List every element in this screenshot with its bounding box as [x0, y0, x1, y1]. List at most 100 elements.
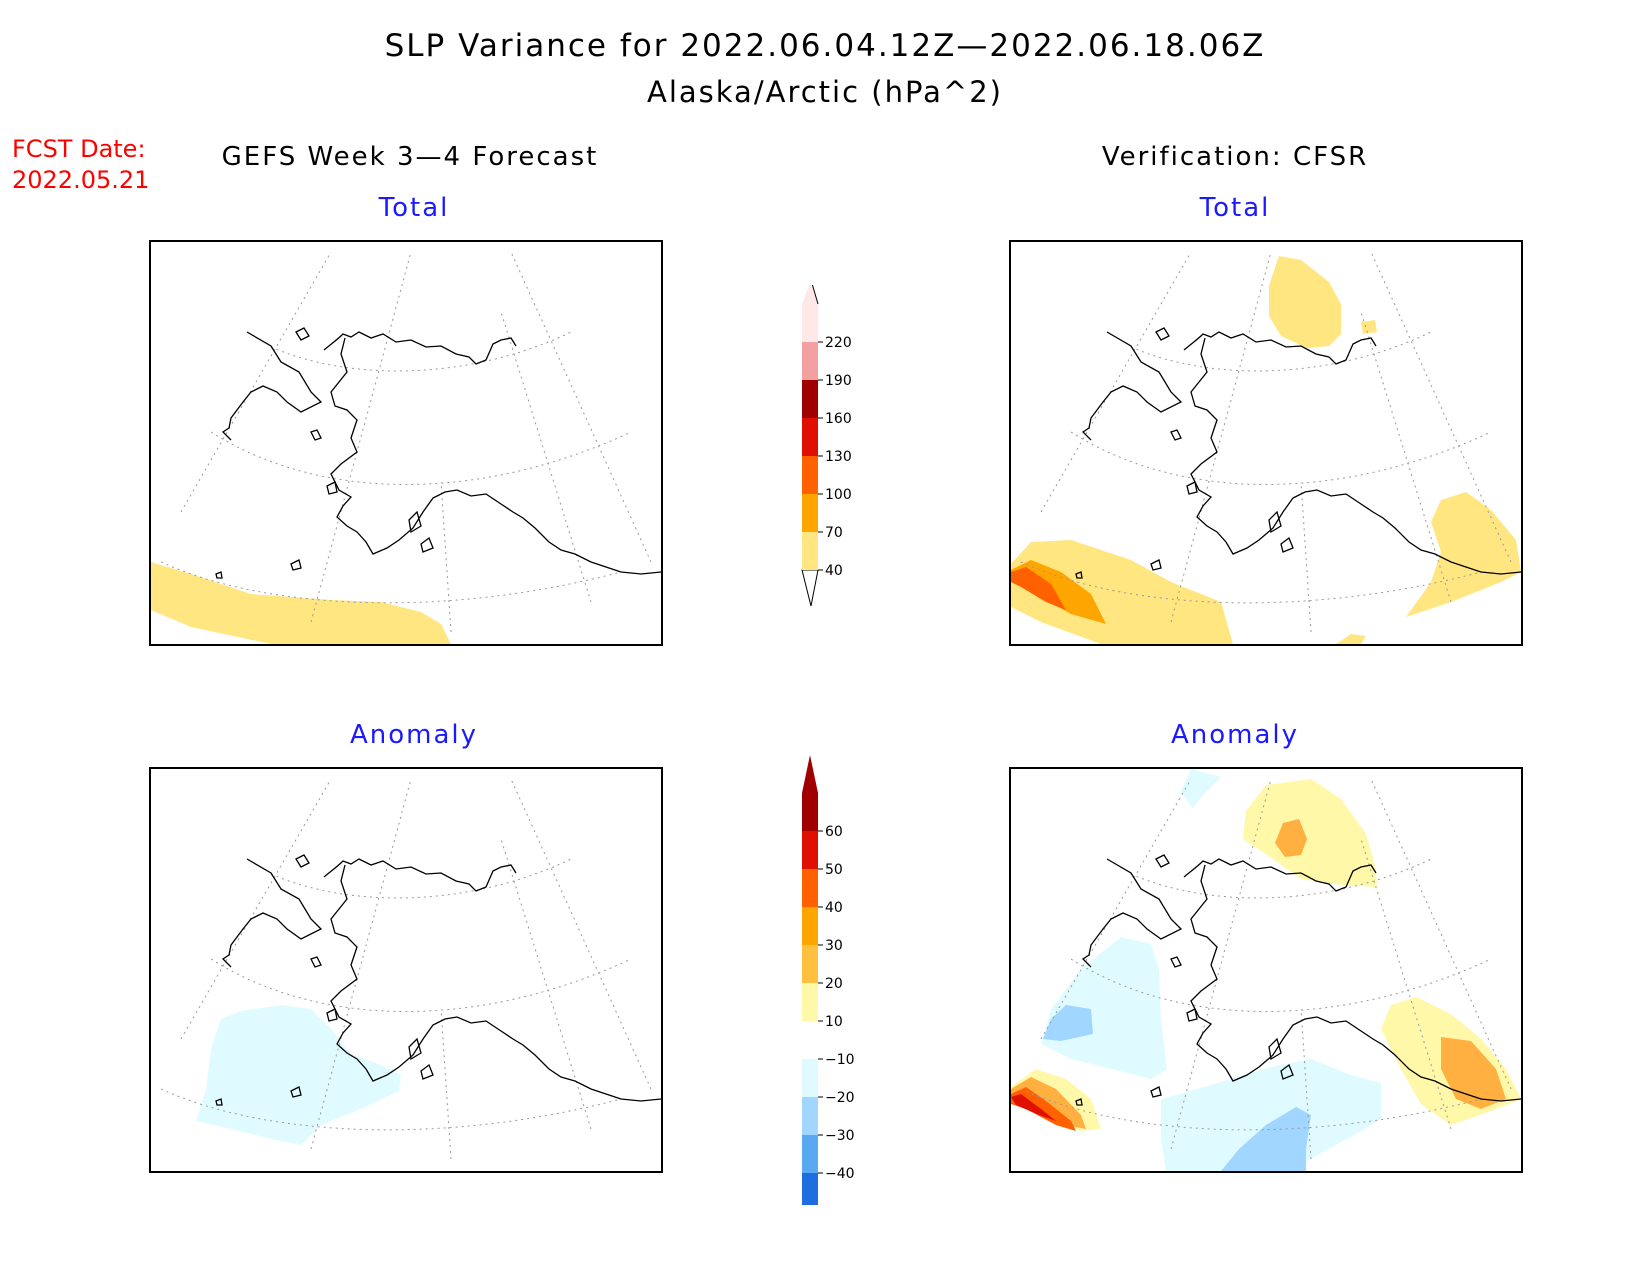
graticule-line	[1300, 1008, 1312, 1160]
graticule-line	[160, 561, 622, 604]
chart-subtitle: Alaska/Arctic (hPa^2)	[647, 75, 1003, 109]
graticule-line	[1070, 431, 1492, 485]
coastline-segment	[1155, 854, 1170, 868]
anomaly-contour-neg-west	[1041, 937, 1167, 1079]
forecast-total-map	[149, 240, 663, 646]
graticule-line	[500, 311, 592, 603]
graticule-line	[270, 331, 572, 372]
graticule-line	[1360, 838, 1452, 1130]
colorbar-arrow-edge	[811, 285, 819, 305]
colorbar-label: 100	[825, 487, 852, 503]
colorbar-bin	[802, 494, 818, 532]
graticule-line	[180, 778, 332, 1040]
colorbar-bin	[802, 456, 818, 494]
coastline-segment	[1075, 1098, 1083, 1106]
coastline-segment	[221, 858, 323, 968]
verification-anomaly-title: Anomaly	[1170, 720, 1300, 750]
colorbar-bin	[802, 907, 818, 945]
coastline-segment	[408, 510, 422, 534]
forecast-date-value: 2022.05.21	[12, 166, 150, 194]
colorbar-bin	[802, 1021, 818, 1059]
coastline-segment	[1268, 1037, 1282, 1061]
colorbar-bin	[802, 532, 818, 570]
coastline-segment	[323, 858, 517, 892]
coastline-segment	[295, 854, 310, 868]
variance-contour-100-130	[1011, 567, 1066, 610]
coastline-segment	[323, 331, 517, 365]
coastline-segment	[310, 429, 322, 441]
colorbar-bin	[802, 1135, 818, 1173]
verification-total-title: Total	[1199, 193, 1271, 223]
coastline-segment	[290, 559, 302, 571]
coastline-segment	[420, 1063, 434, 1080]
alaska-coastline	[215, 327, 661, 579]
map-graticule	[160, 778, 652, 1160]
variance-contour-40-70-east	[1406, 492, 1521, 617]
forecast-anomaly-map	[149, 767, 663, 1173]
verification-total-map-svg	[1011, 251, 1521, 644]
colorbar-bin	[802, 418, 818, 456]
chart-title: SLP Variance for 2022.06.04.12Z—2022.06.…	[384, 28, 1266, 64]
coastline-segment	[1075, 571, 1083, 579]
total-colorbar-bins: 40 70 100 130 160 190 220	[801, 285, 852, 607]
anomaly-contour-minus10-minus20	[196, 1005, 401, 1145]
coastline-segment	[215, 1098, 223, 1106]
variance-contour-40-70-north	[1269, 256, 1341, 348]
colorbar-label: 220	[825, 335, 852, 351]
coastline-segment	[290, 1086, 302, 1098]
graticule-line	[440, 1008, 452, 1160]
graticule-line	[440, 481, 452, 633]
colorbar-label: 20	[825, 976, 843, 992]
graticule-line	[310, 778, 412, 1150]
variance-contour-40-70	[1011, 540, 1233, 644]
anomaly-contour-pos-north	[1243, 779, 1377, 887]
coastline-segment	[215, 571, 223, 579]
anomaly-colorbar: 60 50 40 30 20 10 −10 −20 −30 −40	[802, 755, 855, 1205]
variance-contour-40-70-small	[1361, 320, 1377, 334]
anomaly-contour-pos-southwest-50	[1011, 1094, 1056, 1121]
verification-anomaly-map-svg	[1011, 769, 1521, 1171]
forecast-date-block: FCST Date: 2022.05.21	[12, 134, 149, 196]
graticule-line	[1070, 958, 1492, 1012]
alaska-coastline	[1075, 854, 1521, 1106]
graticule-line	[500, 838, 592, 1130]
graticule-line	[1020, 1088, 1482, 1131]
graticule-line	[1040, 778, 1192, 1040]
colorbar-bin	[802, 793, 818, 831]
forecast-anomaly-title: Anomaly	[349, 720, 479, 750]
colorbar-bin	[802, 945, 818, 983]
graticule-line	[160, 1088, 622, 1131]
colorbar-label: 40	[825, 900, 843, 916]
coastline-segment	[1150, 559, 1162, 571]
coastline-segment	[221, 331, 323, 441]
colorbar-label: −30	[825, 1128, 855, 1144]
anomaly-contour-neg-northwest	[1181, 769, 1221, 809]
graticule-line	[310, 251, 412, 623]
forecast-anomaly-map-svg	[160, 778, 661, 1160]
map-graticule	[1020, 251, 1512, 633]
coastline-segment	[1081, 858, 1183, 968]
variance-contour-40-70-south	[1336, 634, 1366, 644]
colorbar-label: 70	[825, 525, 843, 541]
colorbar-label: 10	[825, 1014, 843, 1030]
colorbar-label: 60	[825, 824, 843, 840]
colorbar-arrow-low	[801, 569, 819, 607]
verification-anomaly-map	[1009, 767, 1523, 1173]
coastline-segment	[1183, 858, 1377, 892]
coastline-segment	[330, 337, 661, 575]
graticule-line	[1370, 778, 1512, 1090]
colorbar-bin	[802, 342, 818, 380]
forecast-column-title: GEFS Week 3—4 Forecast	[221, 142, 599, 172]
graticule-line	[210, 431, 632, 485]
coastline-segment	[330, 864, 661, 1102]
alaska-coastline	[1075, 327, 1521, 579]
anomaly-contour-neg-south-inner	[1221, 1107, 1311, 1171]
coastline-segment	[1268, 510, 1282, 534]
coastline-segment	[420, 536, 434, 553]
coastline-segment	[1155, 327, 1170, 341]
colorbar-label: 30	[825, 938, 843, 954]
graticule-line	[1130, 331, 1432, 372]
coastline-segment	[1280, 536, 1294, 553]
colorbar-label: −20	[825, 1090, 855, 1106]
coastline-segment	[1150, 1086, 1162, 1098]
